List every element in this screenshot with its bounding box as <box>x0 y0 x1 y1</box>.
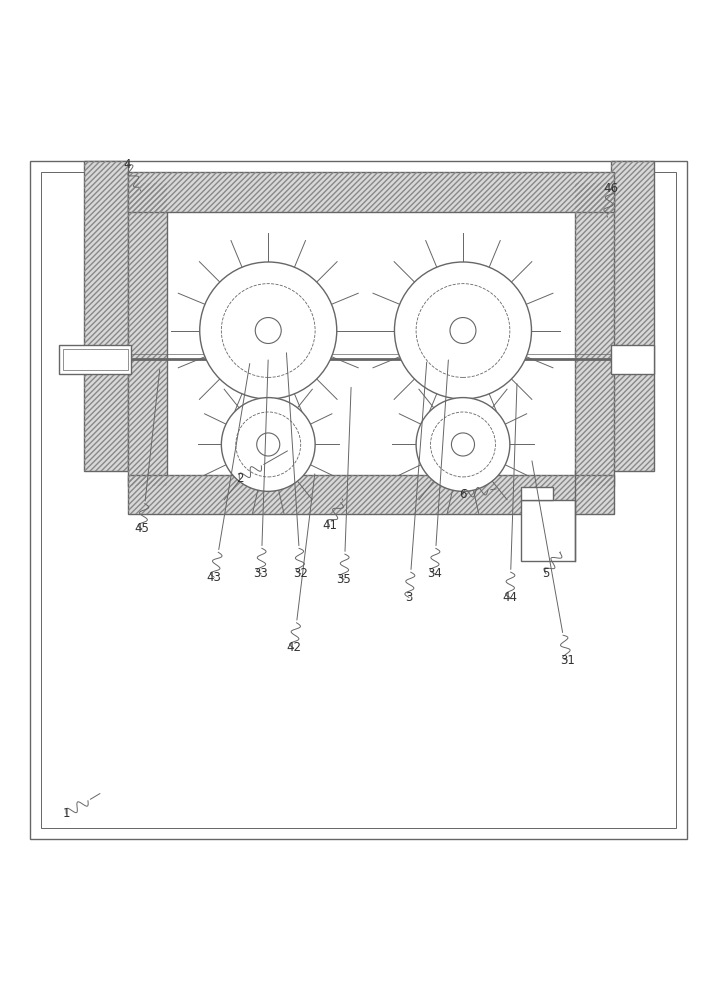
Text: 4: 4 <box>124 158 131 171</box>
Text: 46: 46 <box>603 182 618 195</box>
Bar <box>84 161 127 471</box>
Text: 35: 35 <box>337 573 351 586</box>
Bar <box>127 172 615 212</box>
Text: 44: 44 <box>502 591 518 604</box>
Bar <box>611 161 654 471</box>
Bar <box>63 349 127 370</box>
Circle shape <box>257 433 279 456</box>
Bar <box>127 475 615 514</box>
Bar <box>261 475 276 478</box>
Bar <box>521 500 575 561</box>
Circle shape <box>450 318 476 343</box>
Circle shape <box>452 433 474 456</box>
Text: 34: 34 <box>426 567 442 580</box>
Circle shape <box>256 318 281 343</box>
Bar <box>575 183 615 486</box>
Text: 5: 5 <box>542 567 550 580</box>
Text: 41: 41 <box>322 519 337 532</box>
Bar <box>127 475 615 514</box>
Text: 32: 32 <box>293 567 308 580</box>
Text: 42: 42 <box>286 641 301 654</box>
Text: 2: 2 <box>235 472 243 485</box>
Text: 1: 1 <box>62 807 70 820</box>
Bar <box>455 475 471 478</box>
Bar <box>611 345 654 374</box>
Bar <box>611 161 654 471</box>
Circle shape <box>416 398 510 491</box>
Bar <box>167 212 575 475</box>
Bar <box>575 183 615 486</box>
Text: 6: 6 <box>459 488 467 501</box>
Bar <box>521 487 553 500</box>
Bar <box>127 172 615 212</box>
Bar <box>59 345 131 374</box>
Text: 45: 45 <box>135 522 149 535</box>
Circle shape <box>222 398 315 491</box>
Bar <box>84 161 127 471</box>
Bar <box>41 172 675 828</box>
Text: 43: 43 <box>207 571 222 584</box>
Bar <box>127 183 167 486</box>
Text: 33: 33 <box>253 567 269 580</box>
Text: 3: 3 <box>405 591 413 604</box>
Circle shape <box>395 262 531 399</box>
Circle shape <box>200 262 337 399</box>
Text: 31: 31 <box>560 654 575 667</box>
Bar <box>127 183 167 486</box>
